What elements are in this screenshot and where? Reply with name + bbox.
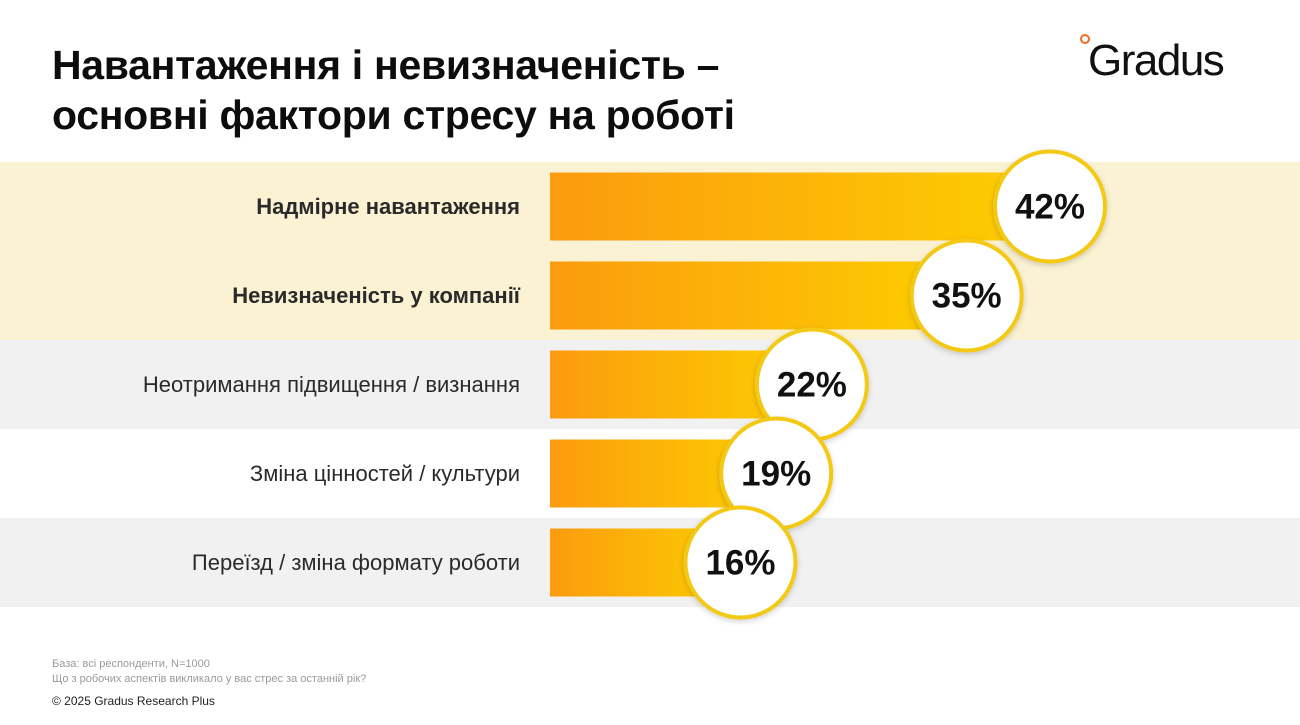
category-label: Переїзд / зміна формату роботи xyxy=(191,549,520,575)
title-line-1: Навантаження і невизначеність – xyxy=(52,42,720,88)
value-label: 42% xyxy=(1015,188,1085,227)
logo-wordmark: Gradus xyxy=(1088,36,1225,85)
footnote-base: База: всі респонденти, N=1000 xyxy=(52,658,210,670)
category-label: Надмірне навантаження xyxy=(256,193,520,219)
logo-dot-icon xyxy=(1080,34,1090,44)
copyright: © 2025 Gradus Research Plus xyxy=(52,694,215,708)
value-circle xyxy=(993,149,1107,264)
value-bubble: 19% xyxy=(719,416,834,531)
value-bubble: 35% xyxy=(909,238,1024,353)
value-bubble: 42% xyxy=(993,149,1107,264)
value-label: 16% xyxy=(705,544,775,583)
bar xyxy=(550,261,967,330)
category-label: Невизначеність у компанії xyxy=(232,282,520,308)
title-line-2: основні фактори стресу на роботі xyxy=(52,92,735,138)
category-label: Неотримання підвищення / визнання xyxy=(142,371,520,397)
value-label: 19% xyxy=(741,455,811,494)
value-bubble: 16% xyxy=(683,505,798,620)
category-label: Зміна цінностей / культури xyxy=(249,460,520,486)
bar xyxy=(550,172,1050,241)
value-label: 35% xyxy=(932,277,1002,316)
value-circle xyxy=(683,505,798,620)
gradus-logo: Gradus xyxy=(1078,30,1258,90)
value-circle xyxy=(909,238,1024,353)
value-bubble: 22% xyxy=(754,327,869,442)
page-title: Навантаження і невизначеність – основні … xyxy=(52,40,735,140)
value-label: 22% xyxy=(777,366,847,405)
footnote-question: Що з робочих аспектів викликало у вас ст… xyxy=(52,673,367,685)
